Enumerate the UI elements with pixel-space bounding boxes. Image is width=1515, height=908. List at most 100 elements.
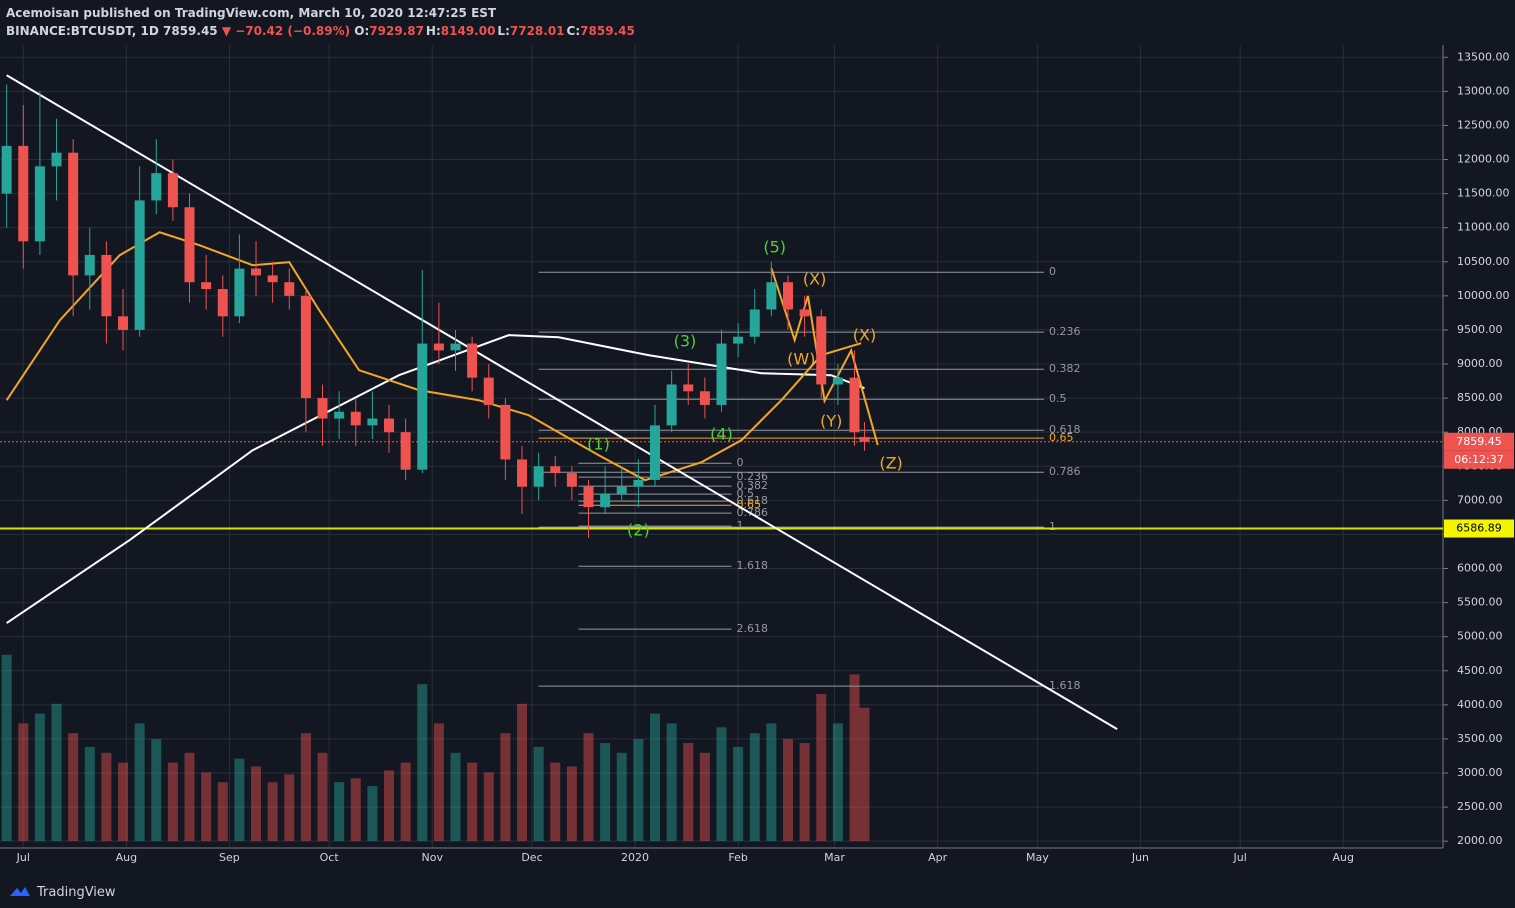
volume-bar	[101, 752, 112, 841]
volume-bar	[267, 782, 278, 841]
candle-body	[300, 295, 311, 399]
candle-body	[600, 493, 611, 508]
y-tick-label: 4500.00	[1457, 664, 1503, 677]
volume-bar	[517, 703, 528, 841]
candle-body	[699, 391, 710, 405]
volume-bar	[666, 723, 677, 841]
volume-bar	[367, 786, 378, 841]
y-tick-label: 6000.00	[1457, 562, 1503, 575]
candle-body	[766, 282, 777, 310]
volume-bar	[51, 703, 62, 841]
candle-body	[517, 459, 528, 487]
symbol: BINANCE:BTCUSDT, 1D	[6, 24, 159, 38]
candle-body	[816, 316, 827, 385]
volume-bar	[284, 774, 295, 841]
y-tick-label: 11000.00	[1457, 221, 1510, 234]
volume-bar	[699, 752, 710, 841]
brand: TradingView	[37, 884, 116, 900]
y-tick-label: 4000.00	[1457, 698, 1503, 711]
volume-bar	[433, 723, 444, 841]
y-tick-label: 3500.00	[1457, 732, 1503, 745]
volume-bar	[683, 743, 694, 841]
ohlc-key: O:	[354, 24, 370, 38]
y-tick-label: 2000.00	[1457, 834, 1503, 847]
countdown-tag-bg	[1444, 450, 1514, 469]
candle-body	[334, 411, 345, 419]
fib-label: 2.618	[736, 622, 768, 635]
candle-body	[18, 145, 29, 242]
candle-body	[317, 398, 328, 419]
candle-body	[583, 486, 594, 508]
candle-body	[616, 486, 627, 494]
x-tick-label: Aug	[116, 851, 137, 864]
x-tick-label: 2020	[621, 851, 649, 864]
x-tick-label: Aug	[1333, 851, 1354, 864]
ohlc-value: 8149.00	[440, 24, 496, 38]
volume-bar	[633, 739, 644, 841]
x-tick-label: Sep	[219, 851, 240, 864]
volume-bar	[832, 723, 843, 841]
wave-label: (1)	[587, 435, 610, 454]
wave-label: (5)	[763, 238, 786, 257]
x-tick-label: Jul	[16, 851, 30, 864]
y-tick-label: 10000.00	[1457, 289, 1510, 302]
last-price-tag: 7859.45	[1456, 435, 1502, 448]
fib-label: 1.618	[1049, 679, 1081, 692]
candle-body	[167, 173, 178, 208]
candle-body	[533, 466, 544, 487]
y-tick-label: 9500.00	[1457, 323, 1503, 336]
fib-label: 1.618	[736, 559, 768, 572]
candle-body	[566, 473, 577, 487]
volume-bar	[500, 733, 511, 841]
volume-bar	[234, 758, 245, 841]
candle-body	[217, 289, 228, 317]
y-tick-label: 13500.00	[1457, 50, 1510, 63]
x-tick-label: Jun	[1131, 851, 1149, 864]
candle-body	[400, 432, 411, 470]
volume-bar	[84, 746, 95, 841]
ohlc-key: H:	[425, 24, 441, 38]
x-tick-label: Jul	[1233, 851, 1247, 864]
candle-body	[184, 207, 195, 283]
fib-label: 0.236	[1049, 325, 1081, 338]
volume-bar	[317, 752, 328, 841]
volume-bar	[18, 723, 29, 841]
volume-bar	[1, 654, 12, 841]
fib-label: 0.618	[736, 494, 768, 507]
volume-bar	[566, 766, 577, 841]
volume-bar	[334, 782, 345, 841]
last-price-tag-bg	[1444, 432, 1514, 451]
candle-body	[234, 268, 245, 317]
candle-body	[483, 377, 494, 405]
y-tick-label: 5500.00	[1457, 596, 1503, 609]
volume-bar	[201, 772, 212, 841]
publish-line: Acemoisan published on TradingView.com, …	[6, 6, 497, 20]
ohlc: O:7929.87 H:8149.00 L:7728.01 C:7859.45	[354, 24, 637, 38]
fib-label: 0.5	[1049, 392, 1067, 405]
volume-bar	[849, 674, 860, 841]
candle-body	[84, 254, 95, 276]
volume-bar	[300, 733, 311, 841]
x-tick-label: May	[1026, 851, 1049, 864]
candle-body	[101, 254, 112, 317]
ohlc-value: 7859.45	[580, 24, 635, 38]
candle-body	[467, 343, 478, 378]
candle-body	[367, 418, 378, 426]
volume-bar	[650, 713, 661, 841]
symbol-line: BINANCE:BTCUSDT, 1D 7859.45 ▼ −70.42 (−0…	[6, 22, 637, 40]
candle-body	[849, 377, 860, 433]
candle-body	[267, 275, 278, 283]
volume-bar	[350, 778, 361, 841]
support-tag: 6586.89	[1456, 522, 1502, 535]
volume-bar	[251, 766, 262, 841]
volume-bar	[583, 733, 594, 841]
candle-body	[633, 479, 644, 487]
candle-body	[68, 152, 79, 276]
candle-body	[859, 436, 870, 442]
candle-body	[284, 282, 295, 296]
y-tick-label: 12500.00	[1457, 118, 1510, 131]
x-tick-label: Nov	[422, 851, 444, 864]
candle-body	[201, 282, 212, 290]
candle-body	[34, 166, 45, 242]
